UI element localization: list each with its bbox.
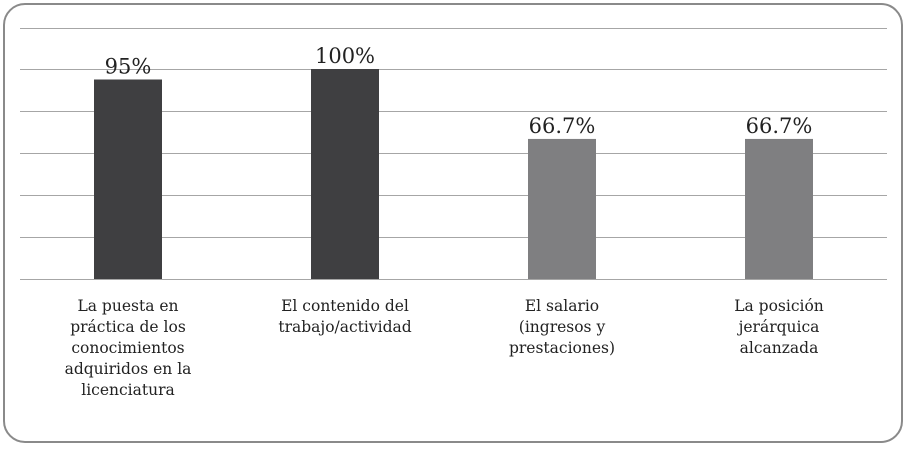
category-label-4: La posición jerárquica alcanzada [694,296,864,359]
category-label-line: trabajo/actividad [278,318,412,336]
category-label-line: jerárquica [738,318,820,336]
bar-3 [528,138,596,279]
category-label-line: La puesta en [77,297,179,315]
category-label-line: conocimientos [71,339,185,357]
category-label-2: El contenido del trabajo/actividad [260,296,430,338]
category-label-1: La puesta en práctica de los conocimientos… [43,296,213,401]
category-label-3: El salario (ingresos y prestaciones) [477,296,647,359]
category-label-line: adquiridos en la [64,360,192,378]
bar-4 [745,138,813,279]
category-label-line: práctica de los [70,318,186,336]
category-label-line: El contenido del [281,297,409,315]
data-label-3: 66.7% [529,114,596,138]
data-label-1: 95% [105,55,152,79]
category-label-line: licenciatura [81,381,175,399]
category-label-line: La posición [734,297,824,315]
category-label-line: prestaciones) [508,339,616,357]
category-label-line: (ingresos y [518,318,606,336]
data-label-4: 66.7% [746,114,813,138]
bar-2 [311,69,379,279]
bar-1 [94,79,162,279]
data-label-2: 100% [315,44,375,68]
category-label-line: El salario [524,297,600,315]
category-label-line: alcanzada [739,339,819,357]
